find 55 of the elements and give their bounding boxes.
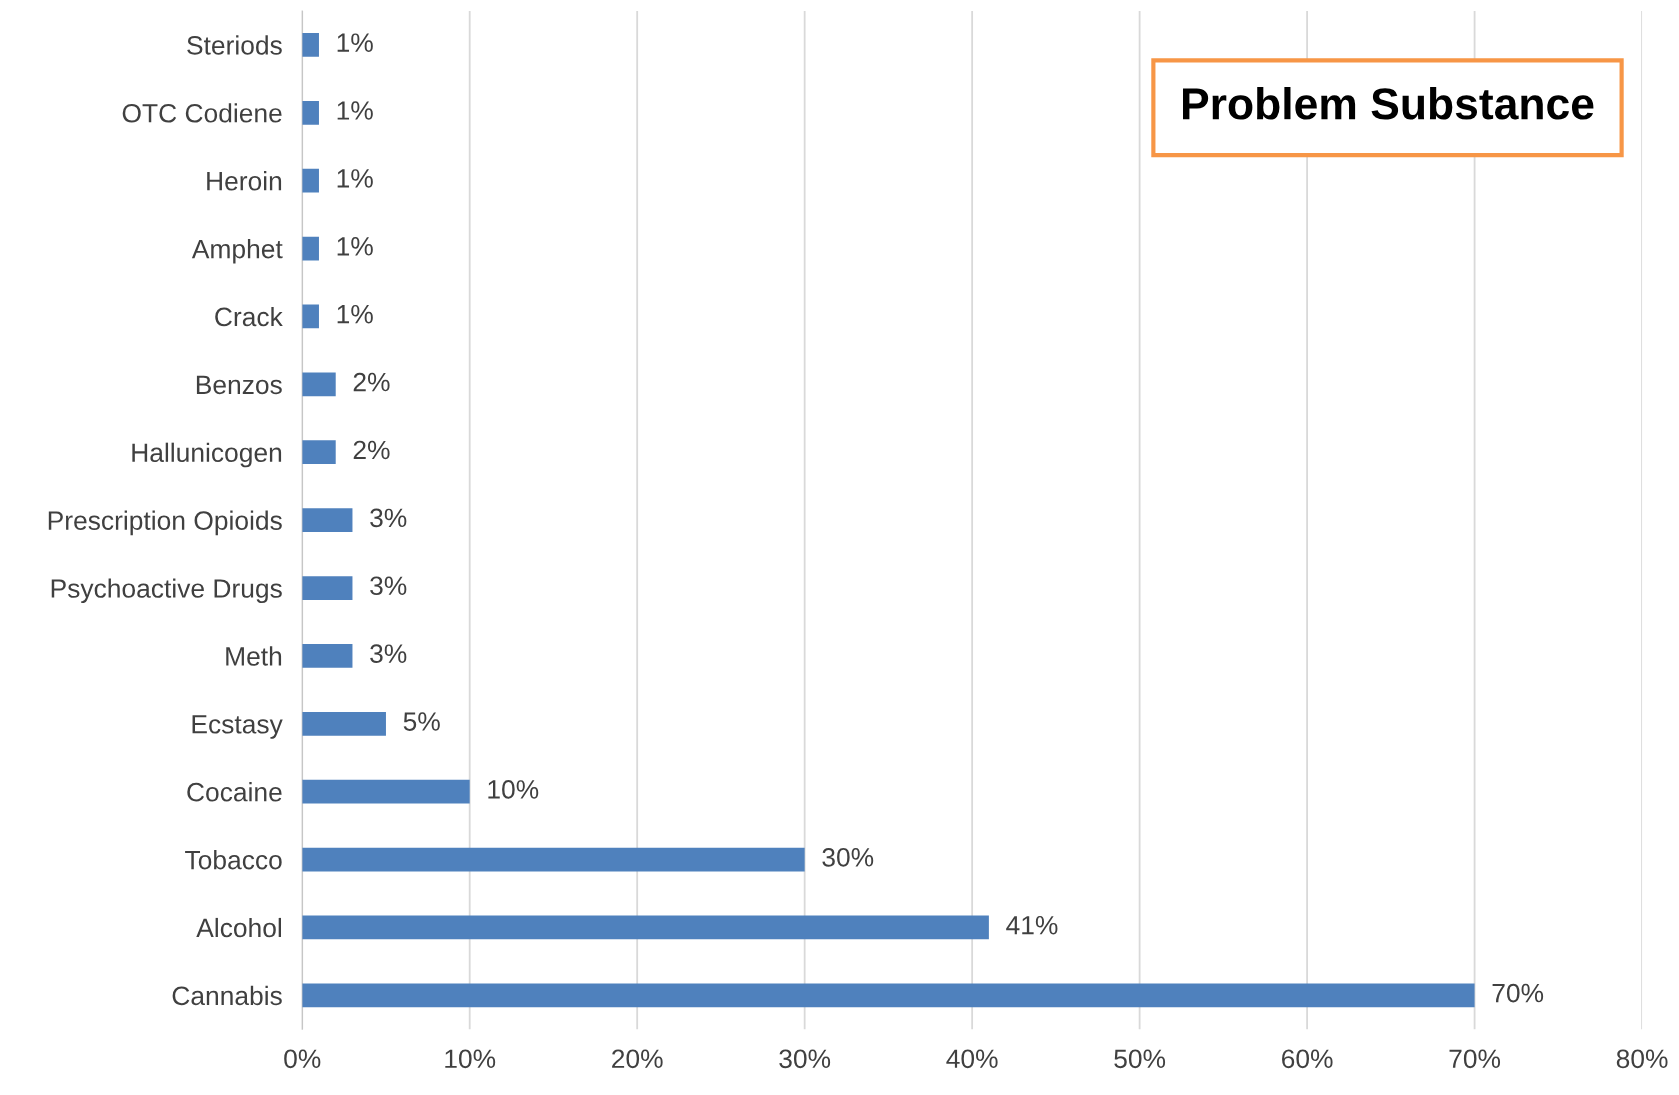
x-tick-label: 30% bbox=[779, 1049, 831, 1069]
data-label: 1% bbox=[337, 237, 373, 256]
data-label: 3% bbox=[370, 576, 407, 596]
data-label: 41% bbox=[1006, 915, 1058, 935]
y-tick-label: Hallunicogen bbox=[132, 442, 282, 468]
bar bbox=[302, 440, 336, 465]
x-tick-label: 10% bbox=[445, 1049, 496, 1069]
y-tick-label: Benzos bbox=[196, 375, 282, 395]
bar bbox=[302, 304, 319, 329]
data-label: 10% bbox=[488, 780, 539, 799]
bar bbox=[302, 508, 353, 533]
data-label: 2% bbox=[353, 440, 390, 460]
data-label: 3% bbox=[370, 644, 407, 663]
data-label: 30% bbox=[822, 847, 874, 867]
y-tick-label: Tobacco bbox=[185, 850, 282, 870]
bar bbox=[302, 711, 386, 736]
y-tick-label: Alcohol bbox=[196, 917, 282, 938]
data-label: 1% bbox=[337, 33, 373, 52]
y-tick-label: Ecstasy bbox=[192, 715, 283, 739]
data-label: 1% bbox=[337, 169, 373, 188]
x-tick-label: 70% bbox=[1449, 1049, 1501, 1069]
x-tick-label: 20% bbox=[612, 1049, 663, 1069]
bar bbox=[302, 644, 353, 668]
y-tick-label: OTC Codiene bbox=[122, 103, 282, 123]
y-tick-label: Cannabis bbox=[172, 985, 282, 1006]
data-label: 70% bbox=[1492, 983, 1544, 1003]
bar bbox=[302, 372, 336, 397]
bar bbox=[302, 168, 319, 193]
data-label: 5% bbox=[403, 712, 440, 731]
bar bbox=[302, 236, 319, 261]
data-label: 1% bbox=[337, 101, 373, 120]
y-tick-label: Steriods bbox=[187, 35, 282, 55]
y-tick-label: Psychoactive Drugs bbox=[51, 578, 282, 604]
y-tick-label: Amphet bbox=[191, 239, 283, 264]
x-tick-label: 0% bbox=[284, 1049, 321, 1069]
data-label: 2% bbox=[353, 372, 390, 392]
x-tick-label: 60% bbox=[1282, 1049, 1333, 1069]
bar bbox=[302, 847, 805, 872]
bar bbox=[302, 576, 353, 600]
y-tick-label: Meth bbox=[226, 646, 282, 666]
data-label: 1% bbox=[337, 304, 373, 324]
bar bbox=[302, 915, 989, 940]
y-tick-label: Cocaine bbox=[187, 782, 282, 802]
y-tick-label: Heroin bbox=[207, 171, 282, 191]
bar bbox=[302, 100, 319, 125]
bar bbox=[302, 33, 319, 57]
text: Problem Substance bbox=[1183, 86, 1594, 120]
y-tick-label: Crack bbox=[215, 306, 283, 327]
data-label: 3% bbox=[370, 508, 407, 528]
bar bbox=[302, 779, 470, 804]
bar bbox=[302, 983, 1475, 1008]
y-tick-label: Prescription Opioids bbox=[48, 510, 282, 536]
x-tick-label: 80% bbox=[1616, 1049, 1668, 1069]
x-tick-label: 50% bbox=[1114, 1049, 1166, 1069]
x-tick-label: 40% bbox=[946, 1049, 998, 1069]
